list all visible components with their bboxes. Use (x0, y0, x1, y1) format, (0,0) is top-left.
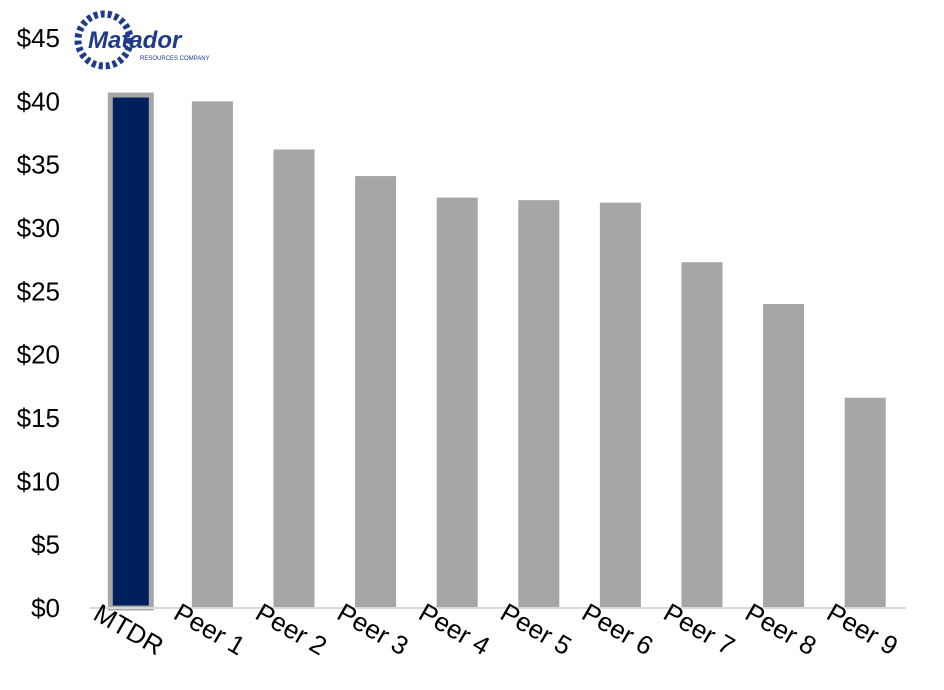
gear-icon (74, 10, 134, 70)
bar-peer-8 (763, 304, 805, 608)
y-tick-label: $10 (17, 466, 60, 496)
bar-peer-2 (273, 149, 315, 608)
bar-peer-6 (599, 202, 641, 608)
y-tick-label: $25 (17, 276, 60, 306)
bar-peer-5 (518, 200, 560, 608)
y-tick-label: $20 (17, 340, 60, 370)
y-tick-label: $5 (31, 530, 60, 560)
y-axis-ticks: $0 $5 $10 $15 $20 $25 $30 $35 $40 $45 (17, 23, 60, 623)
bar-peer-1 (191, 101, 233, 608)
logo-tagline: RESOURCES COMPANY (140, 56, 210, 62)
y-tick-label: $35 (17, 150, 60, 180)
bar-peer-9 (844, 397, 886, 608)
y-tick-label: $45 (17, 23, 60, 53)
matador-logo: Matador RESOURCES COMPANY (74, 10, 210, 70)
y-tick-label: $0 (31, 593, 60, 623)
logo-name: Matador (88, 27, 183, 54)
bars (107, 92, 886, 611)
bar-mtdr (107, 92, 154, 611)
y-tick-label: $15 (17, 403, 60, 433)
y-tick-label: $30 (17, 213, 60, 243)
bar-peer-4 (436, 197, 478, 608)
bar-peer-7 (681, 262, 723, 608)
bar-peer-3 (355, 176, 397, 609)
y-tick-label: $40 (17, 86, 60, 116)
